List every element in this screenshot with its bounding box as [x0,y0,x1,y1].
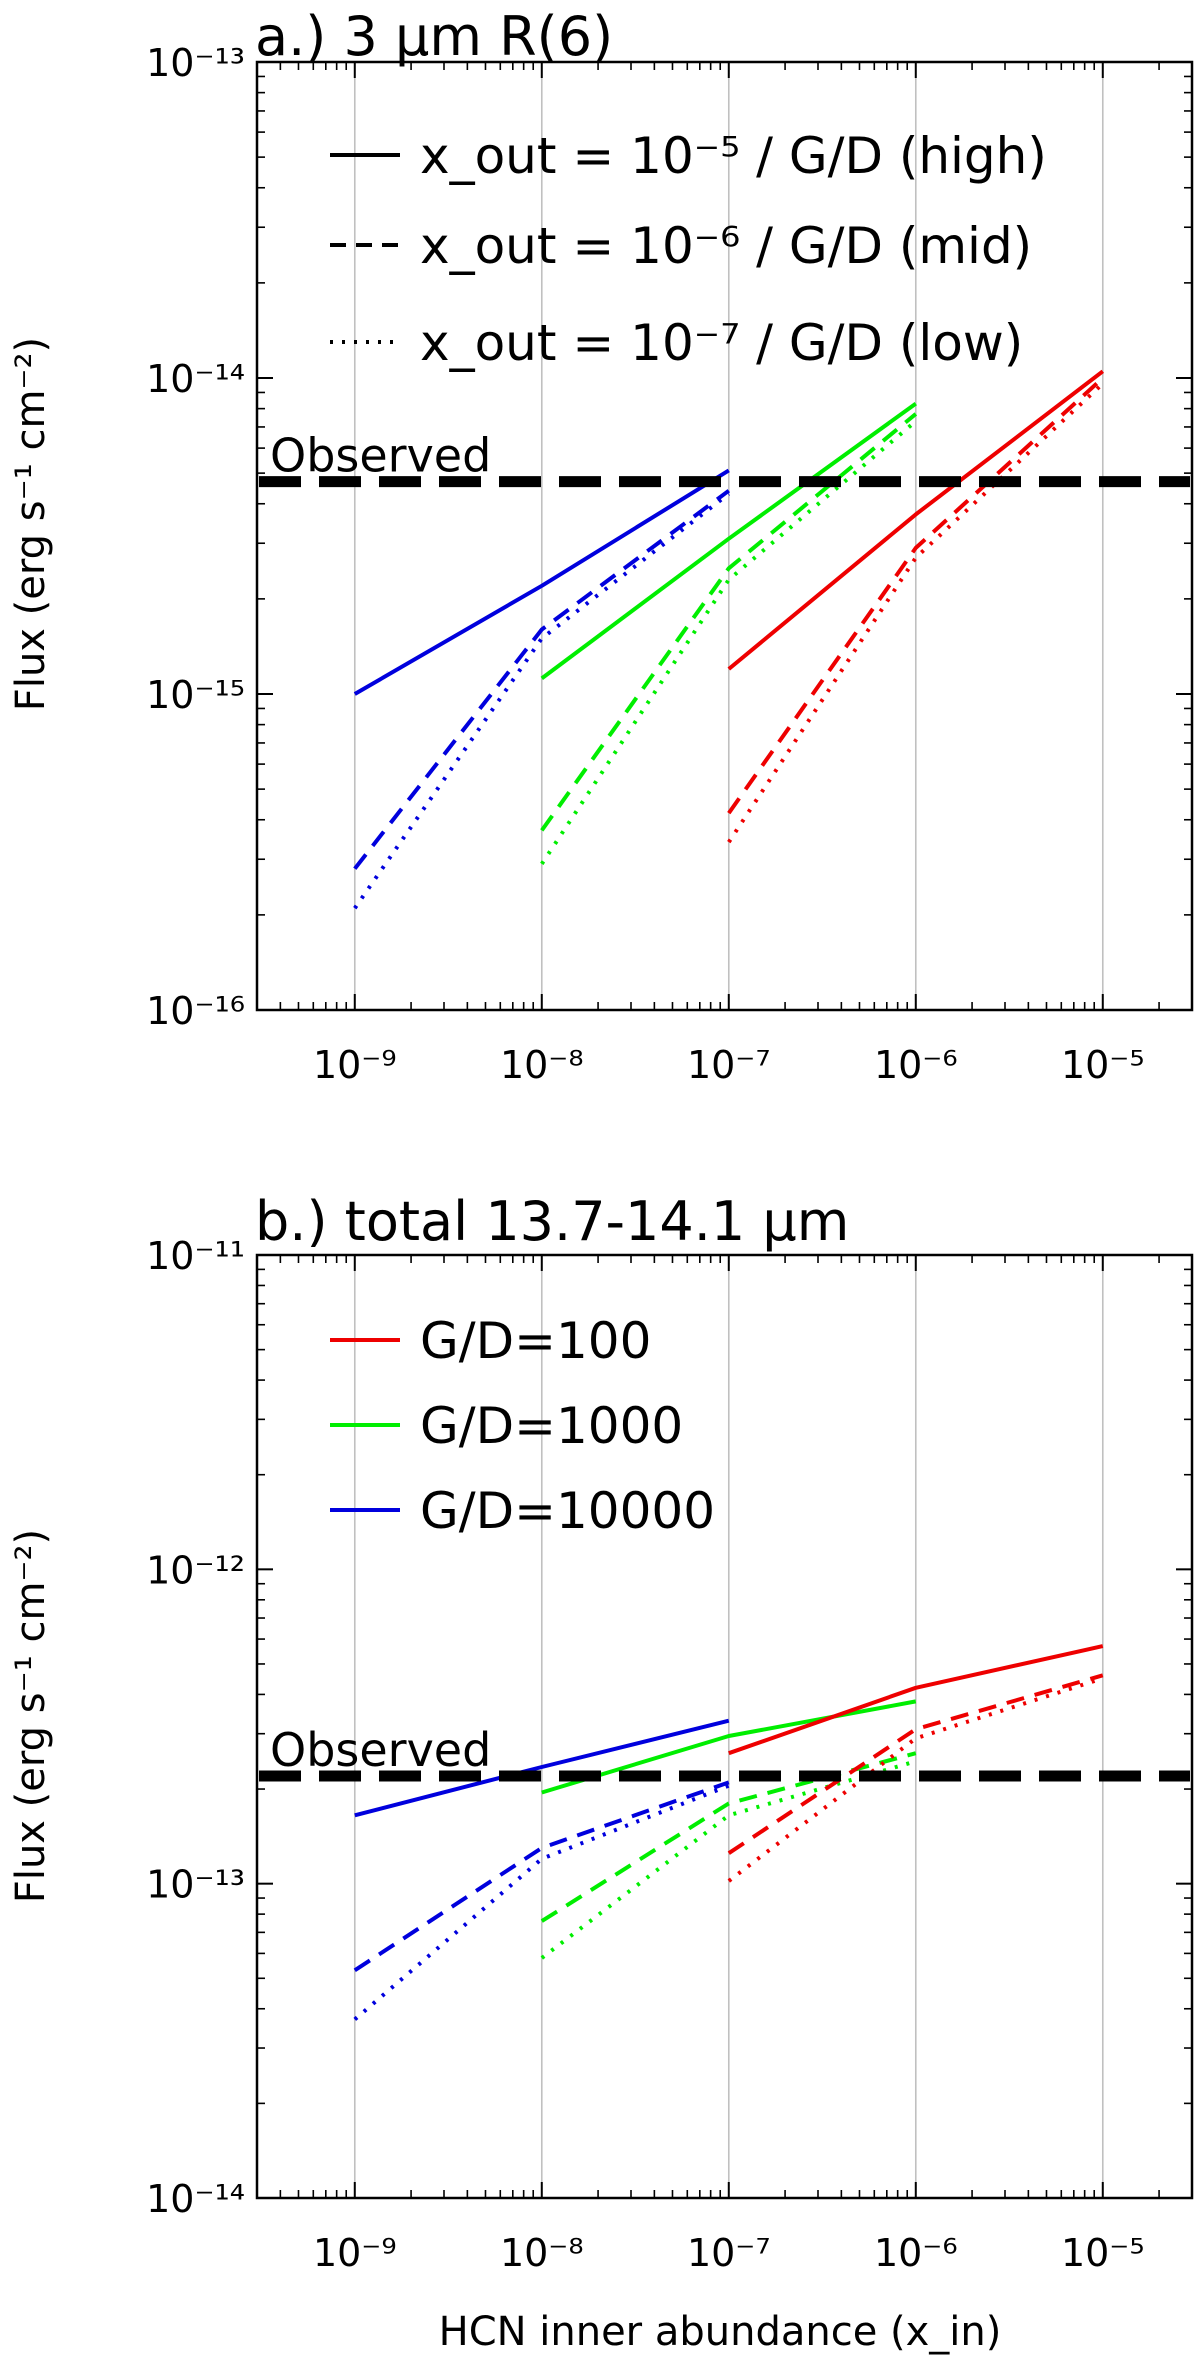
panel-b-title: b.) total 13.7-14.1 μm [255,1190,849,1253]
panel-a-minor-ticks [257,61,1192,1011]
panel-b-observed-label: Observed [270,1723,491,1777]
x-tick-label: 10⁻⁷ [687,1043,771,1087]
x-tick-label: 10⁻⁹ [313,2231,397,2275]
y-tick-label: 10⁻¹³ [146,1863,245,1907]
y-tick-label: 10⁻¹⁶ [146,989,245,1033]
panel-a-frame [255,60,1194,1012]
y-tick-label: 10⁻¹¹ [146,1234,245,1278]
x-tick-label: 10⁻⁵ [1061,1043,1145,1087]
panel-a-tick-labels: 10⁻⁹ 10⁻⁸ 10⁻⁷ 10⁻⁶ 10⁻⁵ 10⁻¹⁶ 10⁻¹⁵ 10⁻¹⁴ 10⁻¹³ [146,41,1144,1087]
series-line-gd100-high [727,369,1105,671]
x-tick-label: 10⁻⁸ [500,2231,584,2275]
legend-entry-low: x_out = 10⁻⁷ / G/D (low) [420,314,1023,372]
x-tick-label: 10⁻⁶ [874,1043,958,1087]
panel-b-frame [255,1253,1194,2200]
series-line-gd1000-high [540,401,917,681]
panel-a-grid [353,62,1104,1010]
x-tick-label: 10⁻⁵ [1061,2231,1145,2275]
panel-a: a.) 3 μm R(6) Flux (erg s⁻¹ cm⁻²) Observ… [8,5,1194,1087]
panel-b-grid [353,1255,1104,2198]
panel-b-minor-ticks [257,1254,1192,2199]
panel-a-y-axis-label: Flux (erg s⁻¹ cm⁻²) [8,337,54,711]
series-line-gd100-mid [727,376,1105,815]
y-tick-label: 10⁻¹⁵ [146,673,245,717]
y-tick-label: 10⁻¹⁴ [146,2177,245,2221]
legend-entry-gd10000: G/D=10000 [420,1482,715,1540]
y-tick-label: 10⁻¹⁴ [146,357,245,401]
series-line-gd10000-mid [353,489,730,870]
legend-entry-gd1000: G/D=1000 [420,1397,683,1455]
legend-entry-gd100: G/D=100 [420,1312,651,1370]
series-line-gd1000-high [541,1699,917,1795]
panel-b-tick-labels: 10⁻⁹ 10⁻⁸ 10⁻⁷ 10⁻⁶ 10⁻⁵ 10⁻¹⁴ 10⁻¹³ 10⁻¹² 10⁻¹¹ [146,1234,1144,2275]
series-line-gd1000-mid [540,412,918,832]
x-tick-label: 10⁻⁹ [313,1043,397,1087]
x-tick-label: 10⁻⁸ [500,1043,584,1087]
series-line-gd100-high [728,1644,1104,1756]
x-tick-label: 10⁻⁷ [687,2231,771,2275]
panel-b-series [353,1644,1104,2021]
panel-a-series [353,369,1105,910]
series-line-gd10000-high [354,1718,730,1818]
panel-b-y-axis-label: Flux (erg s⁻¹ cm⁻²) [8,1529,54,1903]
y-tick-label: 10⁻¹² [146,1548,245,1592]
series-line-gd10000-mid [353,1780,730,1972]
series-line-gd10000-high [353,468,730,696]
panel-a-title: a.) 3 μm R(6) [255,5,613,68]
panel-a-legend: x_out = 10⁻⁵ / G/D (high) x_out = 10⁻⁶ /… [330,127,1047,372]
series-line-gd100-mid [727,1673,1104,1855]
legend-entry-mid: x_out = 10⁻⁶ / G/D (mid) [420,217,1032,275]
x-tick-label: 10⁻⁶ [874,2231,958,2275]
panel-b-legend: G/D=100 G/D=1000 G/D=10000 [330,1312,715,1540]
legend-entry-high: x_out = 10⁻⁵ / G/D (high) [420,127,1047,185]
panel-a-observed-label: Observed [270,429,491,483]
series-line-gd10000-low [353,492,731,910]
panel-b: b.) total 13.7-14.1 μm Flux (erg s⁻¹ cm⁻… [8,1190,1194,2355]
y-tick-label: 10⁻¹³ [146,41,245,85]
x-axis-label: HCN inner abundance (x_in) [439,2309,1002,2355]
